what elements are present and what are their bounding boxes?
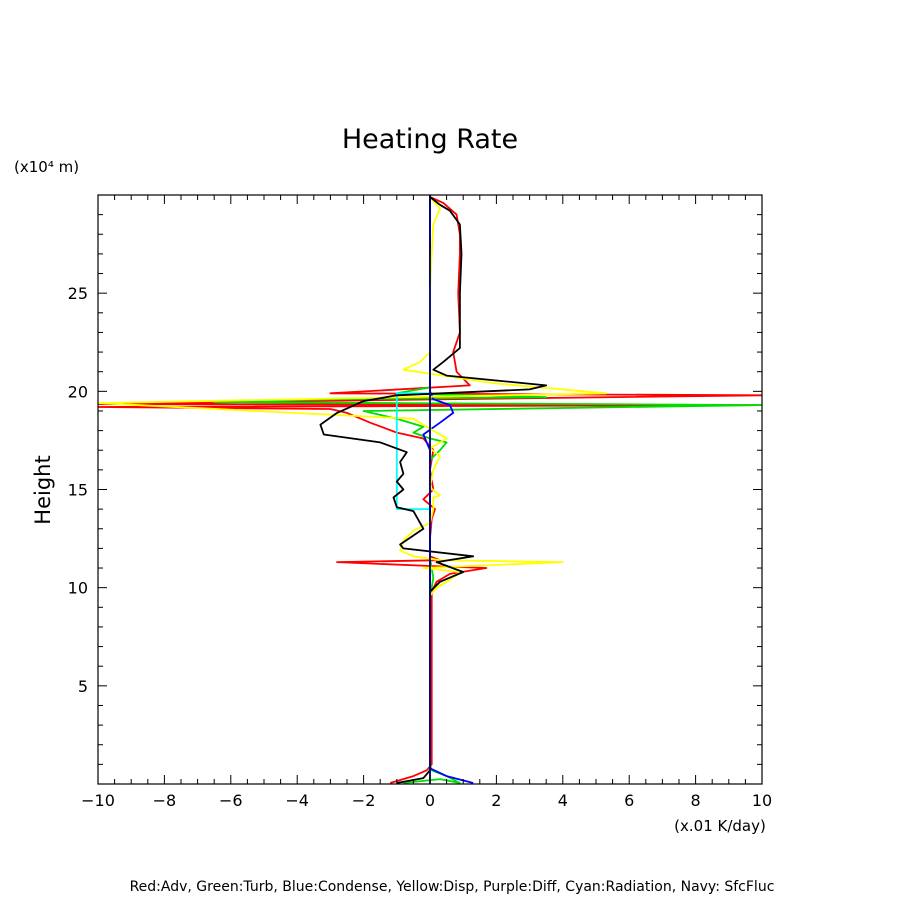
y-tick-label: 25 [68,284,88,303]
y-tick-label: 15 [68,481,88,500]
y-axis-unit: (x10⁴ m) [14,158,79,176]
x-tick-label: 8 [691,791,701,810]
series-line-0 [98,196,762,784]
x-tick-label: 2 [491,791,501,810]
x-tick-label: −6 [219,791,243,810]
legend-text: Red:Adv, Green:Turb, Blue:Condense, Yell… [130,879,775,895]
x-tick-label: −2 [352,791,376,810]
y-tick-label: 5 [78,677,88,696]
x-tick-label: 10 [752,791,772,810]
series-layer [98,195,762,784]
x-tick-label: 6 [624,791,634,810]
y-tick-label: 20 [68,382,88,401]
axes-layer: −10 −8 −6 −4 −2 0 2 4 6 8 10 5 10 15 20 25 [68,194,772,810]
series-line-4 [395,392,430,510]
x-tick-label: −10 [81,791,115,810]
series-line-3 [98,196,607,784]
y-axis-label: Height [31,455,55,524]
x-tick-label: −8 [153,791,177,810]
x-axis-unit-label: (x.01 K/day) [674,817,766,835]
chart-title: Heating Rate [342,124,518,155]
y-tick-label: 10 [68,579,88,598]
series-line-5 [319,196,548,784]
x-tick-label: −4 [285,791,309,810]
x-tick-label: 0 [425,791,435,810]
x-tick-label: 4 [558,791,568,810]
